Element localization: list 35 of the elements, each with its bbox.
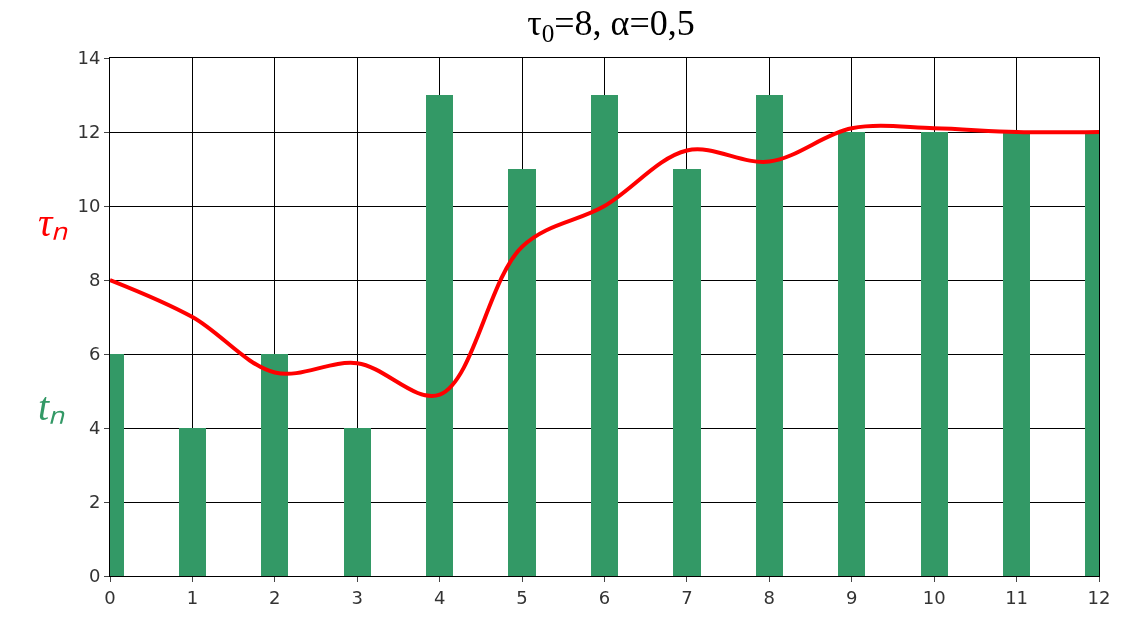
y-tick-label: 14	[77, 47, 101, 69]
bar	[673, 169, 701, 576]
x-tick-label: 3	[351, 586, 363, 608]
chart-title: τ$_{0}$=8, α=0,5	[527, 2, 695, 48]
x-tick-label: 9	[846, 586, 858, 608]
bar	[426, 95, 453, 576]
x-tick-label: 5	[516, 586, 528, 608]
x-tick-label: 0	[104, 586, 116, 608]
y-tick-label: 6	[88, 343, 101, 365]
bar	[508, 169, 536, 576]
y-tick-label: 2	[88, 491, 101, 513]
bar	[179, 428, 206, 576]
x-tick-label: 7	[681, 586, 693, 608]
x-tick-label: 10	[922, 586, 946, 608]
series-label: τₙ	[38, 200, 69, 245]
x-tick-label: 2	[269, 586, 281, 608]
series-label: tₙ	[38, 384, 66, 429]
bar	[261, 354, 288, 576]
bar	[838, 132, 865, 576]
x-tick-label: 1	[186, 586, 199, 608]
bar	[344, 428, 371, 576]
x-tick-label: 4	[433, 586, 446, 608]
x-tick-label: 6	[598, 586, 611, 608]
y-tick-label: 12	[77, 121, 101, 143]
y-tick-label: 4	[88, 417, 101, 439]
x-tick-label: 12	[1087, 586, 1111, 608]
y-tick-label: 8	[88, 269, 101, 291]
bar	[921, 132, 948, 576]
bar	[1003, 132, 1030, 576]
y-tick-label: 10	[77, 195, 101, 217]
x-tick-label: 11	[1005, 586, 1029, 608]
bar	[756, 95, 783, 576]
y-tick-label: 0	[88, 565, 101, 587]
x-tick-label: 8	[763, 586, 776, 608]
bar	[591, 95, 618, 576]
